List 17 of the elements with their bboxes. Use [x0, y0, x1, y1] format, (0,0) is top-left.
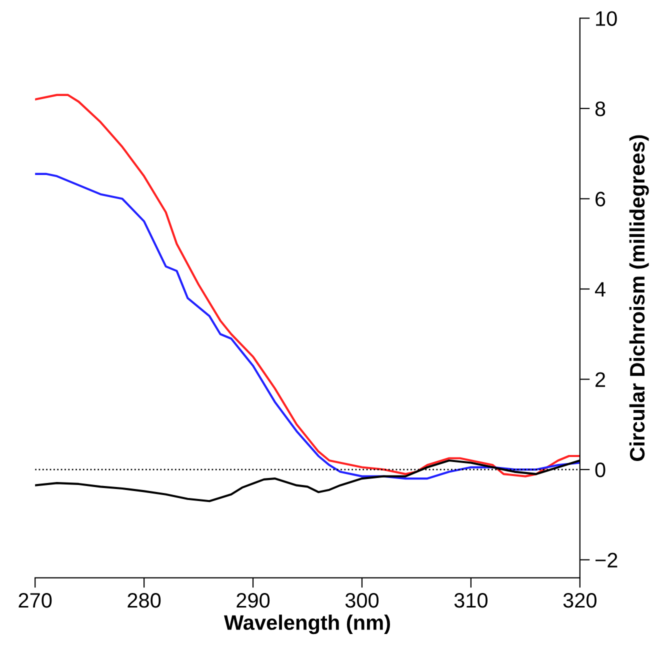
y2-tick-label: −2 — [596, 552, 618, 568]
x-tick-label: 270 — [18, 592, 52, 608]
x-tick-label: 280 — [128, 592, 161, 608]
line-series — [35, 94, 580, 478]
y2-axis-title: Circular Dichroism (millidegrees) — [629, 135, 649, 461]
line-series — [35, 172, 580, 480]
x-tick-label: 310 — [454, 592, 488, 608]
y2-tick-label: 6 — [596, 192, 606, 206]
y2-tick-label: 8 — [595, 101, 606, 116]
x-axis-title: Wavelength (nm) — [224, 614, 390, 634]
y2-tick-label: 4 — [594, 282, 606, 297]
y2-tick-label: 10 — [596, 11, 617, 26]
x-tick-label: 320 — [563, 592, 596, 608]
y2-tick-label: 0 — [595, 462, 606, 478]
x-tick-label: 290 — [236, 592, 270, 608]
y2-tick-label: 2 — [596, 372, 606, 387]
x-tick-label: 300 — [345, 592, 379, 608]
